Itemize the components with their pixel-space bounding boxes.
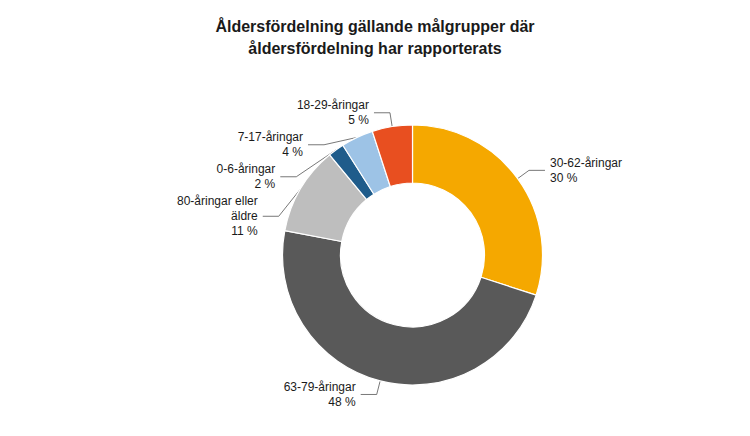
svg-text:48 %: 48 % — [328, 395, 356, 409]
svg-text:30-62-åringar: 30-62-åringar — [550, 156, 622, 170]
svg-text:0-6-åringar: 0-6-åringar — [217, 162, 276, 176]
svg-text:63-79-åringar: 63-79-åringar — [284, 380, 356, 394]
svg-text:18-29-åringar: 18-29-åringar — [297, 98, 369, 112]
svg-text:30 %: 30 % — [550, 171, 578, 185]
svg-text:äldre: äldre — [231, 209, 258, 223]
svg-text:5 %: 5 % — [348, 113, 369, 127]
svg-text:4 %: 4 % — [282, 145, 303, 159]
svg-text:11 %: 11 % — [231, 224, 258, 238]
svg-text:åldersfördelning har rapporter: åldersfördelning har rapporterats — [248, 40, 501, 57]
svg-text:7-17-åringar: 7-17-åringar — [238, 130, 303, 144]
svg-text:80-åringar eller: 80-åringar eller — [177, 194, 258, 208]
svg-text:2 %: 2 % — [255, 177, 276, 191]
svg-text:Åldersfördelning gällande målg: Åldersfördelning gällande målgrupper där — [215, 17, 534, 35]
